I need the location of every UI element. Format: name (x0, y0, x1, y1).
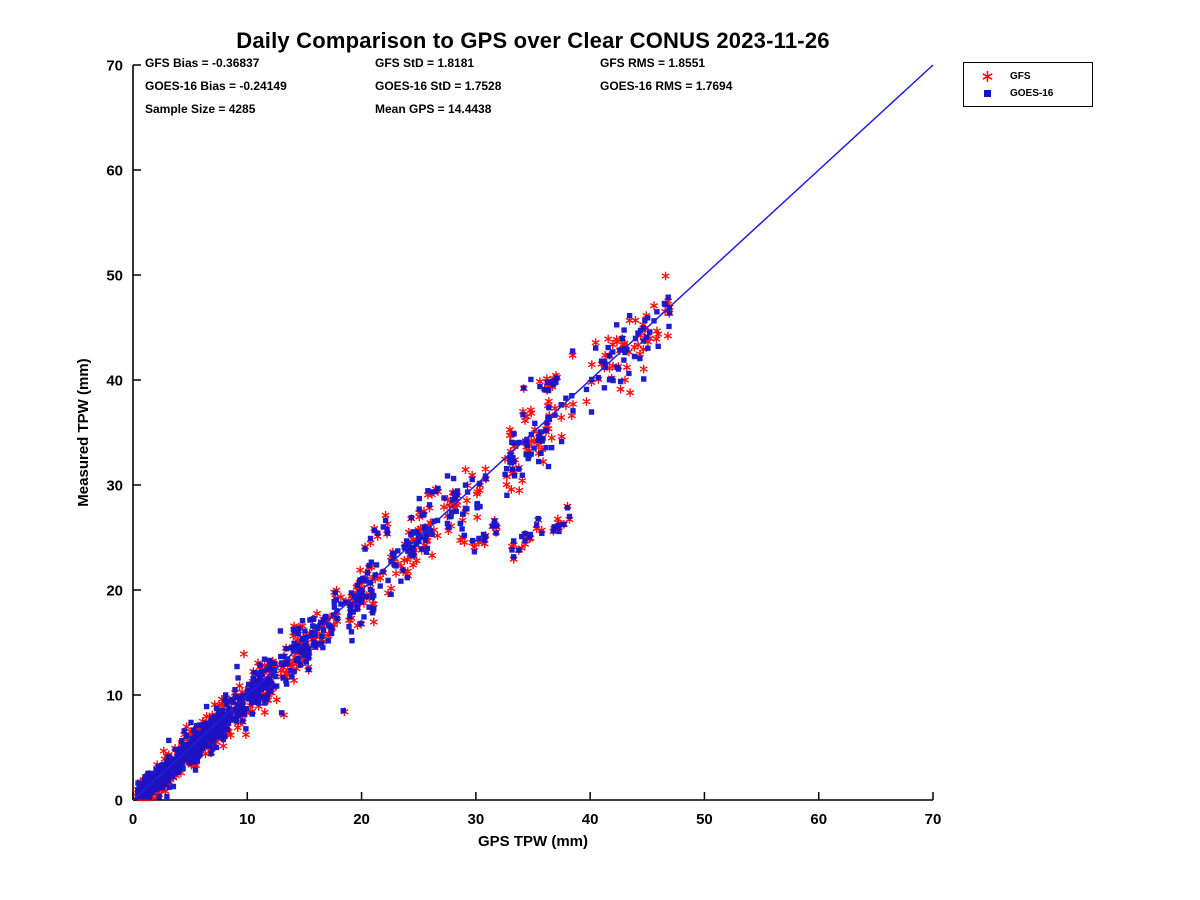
gfs-asterisk-icon (964, 70, 1010, 83)
legend-item-gfs: GFS (964, 68, 1092, 85)
svg-text:40: 40 (106, 373, 123, 390)
goes16-square-icon (964, 87, 1010, 100)
svg-text:Measured TPW (mm): Measured TPW (mm) (75, 358, 92, 506)
stat-gfs-std: GFS StD = 1.8181 (375, 56, 475, 70)
stat-goes16-bias: GOES-16 Bias = -0.24149 (145, 79, 287, 93)
svg-text:20: 20 (106, 583, 123, 600)
svg-text:50: 50 (106, 268, 123, 285)
svg-text:0: 0 (129, 811, 137, 828)
svg-text:50: 50 (696, 811, 713, 828)
stat-sample-size: Sample Size = 4285 (145, 102, 256, 116)
chart-title: Daily Comparison to GPS over Clear CONUS… (236, 28, 830, 53)
stat-goes16-std: GOES-16 StD = 1.7528 (375, 79, 502, 93)
svg-text:10: 10 (239, 811, 256, 828)
legend-label-gfs: GFS (1010, 71, 1031, 82)
svg-text:GPS TPW (mm): GPS TPW (mm) (478, 833, 588, 850)
svg-text:60: 60 (106, 163, 123, 180)
legend: GFS GOES-16 (963, 62, 1093, 107)
stat-mean-gps: Mean GPS = 14.4438 (375, 102, 492, 116)
stat-goes16-rms: GOES-16 RMS = 1.7694 (600, 79, 733, 93)
stats-block: GFS Bias = -0.36837 GOES-16 Bias = -0.24… (0, 0, 1200, 130)
svg-text:10: 10 (106, 688, 123, 705)
svg-text:0: 0 (115, 793, 123, 810)
legend-item-goes16: GOES-16 (964, 85, 1092, 102)
svg-text:30: 30 (106, 478, 123, 495)
svg-text:30: 30 (468, 811, 485, 828)
legend-label-goes16: GOES-16 (1010, 88, 1054, 99)
svg-text:70: 70 (106, 58, 123, 75)
svg-text:20: 20 (353, 811, 370, 828)
svg-text:40: 40 (582, 811, 599, 828)
stat-gfs-rms: GFS RMS = 1.8551 (600, 56, 706, 70)
svg-text:70: 70 (925, 811, 942, 828)
svg-text:60: 60 (810, 811, 827, 828)
stat-gfs-bias: GFS Bias = -0.36837 (145, 56, 260, 70)
